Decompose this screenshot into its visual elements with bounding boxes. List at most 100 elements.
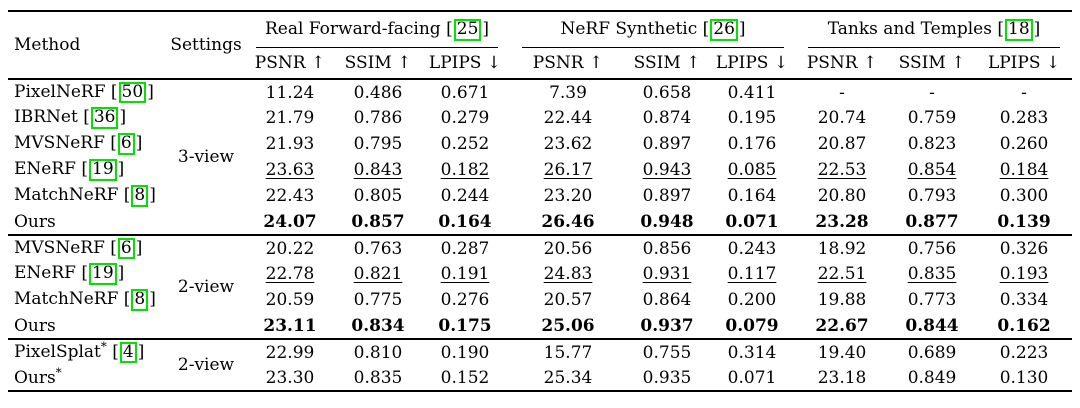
method-cell: PixelSplat* 4	[8, 339, 168, 365]
table-row: MatchNeRF 8 20.59 0.775 0.276 20.57 0.86…	[8, 287, 1072, 313]
metric-value: 20.59	[265, 290, 315, 310]
metric-value: 0.874	[642, 108, 692, 128]
citation-number: 18	[1005, 19, 1033, 41]
citation-number: 8	[131, 289, 149, 311]
table-row: MVSNeRF 6 21.93 0.795 0.252 23.62 0.897 …	[8, 131, 1072, 157]
group-3-view: PixelNeRF 50 3-view 11.24 0.486 0.671 7.…	[8, 79, 1072, 235]
metric-value: 0.223	[999, 342, 1049, 363]
metric-value: 0.176	[727, 134, 777, 154]
metric-value: 19.88	[817, 290, 867, 310]
metric-value: 24.07	[263, 211, 317, 232]
citation-link[interactable]: 50	[111, 81, 154, 104]
metric-value: 0.276	[440, 290, 490, 310]
metric-value: 0.243	[727, 238, 777, 259]
citation-number: 26	[710, 19, 738, 41]
citation-link[interactable]: 36	[83, 107, 126, 129]
citation-link[interactable]: 4	[112, 341, 144, 364]
method-name: ENeRF	[14, 263, 76, 284]
metric-value: 0.287	[440, 238, 490, 259]
settings-cell: 2-view	[177, 355, 235, 375]
settings-cell: 3-view	[177, 147, 235, 167]
dataset-group-nerf-synthetic: NeRF Synthetic 26	[510, 11, 796, 48]
asterisk-marker: *	[100, 339, 107, 353]
metric-value: 0.164	[438, 211, 492, 232]
metric-value: 0.835	[907, 264, 957, 284]
col-header-ssim: SSIM ↑	[633, 53, 701, 73]
metric-value: 0.671	[440, 82, 490, 103]
metric-value: 0.071	[725, 211, 779, 232]
metric-value: 0.689	[907, 342, 957, 363]
metric-value: 25.06	[541, 315, 595, 336]
citation-link[interactable]: 6	[110, 133, 142, 155]
method-name: MVSNeRF	[14, 133, 105, 154]
metric-value: 21.79	[265, 108, 315, 128]
metric-value: 22.99	[265, 342, 315, 363]
metric-value: 22.67	[815, 315, 869, 336]
table-row-second-best: ENeRF 19 23.63 0.843 0.182 26.17 0.943 0…	[8, 157, 1072, 183]
col-header-psnr: PSNR ↑	[806, 53, 878, 73]
method-name: IBRNet	[14, 107, 78, 128]
metric-value: 0.864	[642, 290, 692, 310]
method-cell: MVSNeRF 6	[8, 235, 168, 261]
metric-value: 0.200	[727, 290, 777, 310]
metric-value: 0.857	[351, 211, 405, 232]
table-row: MVSNeRF 6 2-view 20.22 0.763 0.287 20.56…	[8, 235, 1072, 297]
metric-value: 0.486	[353, 82, 403, 103]
citation-number: 4	[119, 341, 137, 364]
citation-number: 19	[89, 263, 117, 285]
col-header-lpips: LPIPS ↓	[715, 53, 789, 73]
metric-value: 0.759	[907, 108, 957, 128]
method-cell: Ours	[8, 209, 168, 235]
metric-value: 0.821	[353, 264, 403, 284]
citation-link[interactable]: 19	[81, 263, 124, 285]
method-cell: MVSNeRF 6	[8, 131, 168, 157]
metric-value: 0.793	[907, 186, 957, 206]
metric-value: 0.849	[907, 367, 957, 388]
col-header-lpips: LPIPS ↓	[428, 53, 502, 73]
metric-value: 0.935	[642, 367, 692, 388]
metric-header-row: PSNR ↑ SSIM ↑ LPIPS ↓ PSNR ↑ SSIM ↑ LPIP…	[8, 48, 1072, 79]
metric-value: 0.182	[440, 160, 490, 180]
metric-value: 22.44	[543, 108, 593, 128]
metric-value: 23.62	[543, 134, 593, 154]
metric-value: 0.300	[999, 186, 1049, 206]
metric-value: 0.897	[642, 134, 692, 154]
citation-link[interactable]: 8	[124, 289, 156, 311]
metric-value: 0.184	[999, 160, 1049, 180]
group-2-view: MVSNeRF 6 2-view 20.22 0.763 0.287 20.56…	[8, 235, 1073, 339]
metric-value: 0.314	[727, 342, 777, 363]
citation-link[interactable]: 18	[997, 19, 1040, 41]
citation-link[interactable]: 26	[703, 19, 746, 41]
metric-value: 0.763	[353, 238, 403, 259]
method-name: MatchNeRF	[14, 185, 119, 206]
metric-value: 0.079	[725, 315, 779, 336]
citation-link[interactable]: 25	[446, 19, 489, 41]
method-name: Ours	[14, 367, 56, 388]
method-name: Ours	[14, 211, 56, 232]
table-row: MatchNeRF 8 22.43 0.805 0.244 23.20 0.89…	[8, 183, 1072, 209]
citation-link[interactable]: 8	[124, 185, 156, 207]
results-table: Method Settings Real Forward-facing 25 N…	[8, 10, 1073, 392]
metric-value: 0.931	[642, 264, 692, 284]
citation-link[interactable]: 19	[81, 159, 124, 181]
col-header-settings: Settings	[170, 35, 242, 55]
citation-number: 19	[89, 159, 117, 181]
citation-link[interactable]: 6	[110, 237, 142, 260]
metric-value: 0.193	[999, 264, 1049, 284]
metric-value: 0.843	[353, 160, 403, 180]
metric-value: 22.43	[265, 186, 315, 206]
metric-value: 22.51	[817, 264, 867, 284]
metric-value: 0.834	[351, 315, 405, 336]
metric-value: 0.283	[999, 108, 1049, 128]
citation-number: 36	[90, 107, 119, 129]
metric-value: -	[839, 82, 845, 103]
metric-value: 0.856	[642, 238, 692, 259]
citation-number: 6	[117, 133, 135, 155]
metric-value: 7.39	[549, 82, 587, 103]
paper-table-page: Method Settings Real Forward-facing 25 N…	[8, 10, 1073, 392]
group-2-view-splat: PixelSplat* 4 2-view 22.99 0.810 0.190 1…	[8, 339, 1073, 391]
metric-value: 22.53	[817, 160, 867, 180]
metric-value: 0.334	[999, 290, 1049, 310]
metric-value: -	[1021, 82, 1027, 103]
dataset-title: Real Forward-facing	[264, 19, 441, 40]
